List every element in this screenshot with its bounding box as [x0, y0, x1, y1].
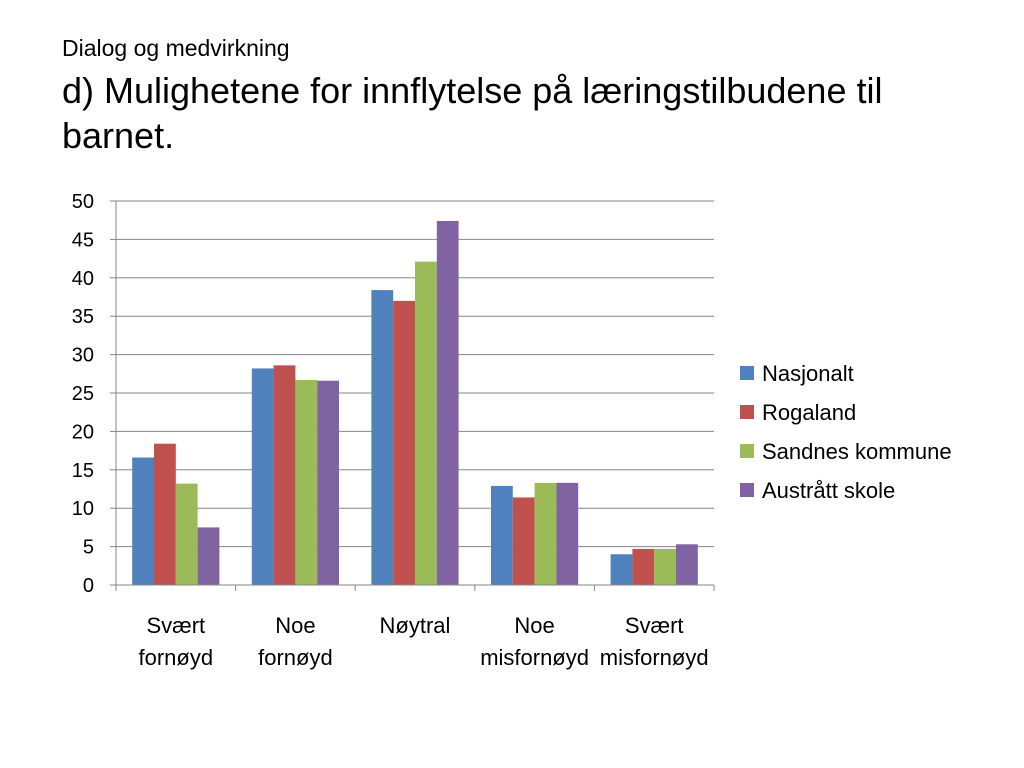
legend-label: Sandnes kommune	[762, 439, 952, 464]
y-tick-label: 0	[83, 575, 94, 597]
x-category-label: Nøytral	[380, 613, 451, 638]
bar	[676, 544, 698, 585]
x-category-label: Svært	[625, 613, 684, 638]
bar	[436, 220, 459, 585]
bar	[534, 482, 557, 585]
x-category-label: Noe	[514, 613, 554, 638]
y-tick-label: 20	[72, 421, 94, 443]
bar	[415, 261, 437, 585]
bar	[491, 485, 513, 585]
bar	[132, 457, 154, 585]
bar	[512, 497, 535, 585]
y-tick-label: 10	[72, 498, 94, 520]
legend-label: Rogaland	[762, 400, 856, 425]
legend-label: Nasjonalt	[762, 361, 854, 386]
bar	[393, 300, 415, 585]
legend-label: Austrått skole	[762, 478, 895, 503]
y-tick-label: 50	[72, 191, 94, 213]
y-tick-label: 25	[72, 383, 94, 405]
y-tick-label: 5	[83, 537, 94, 559]
bar	[556, 482, 579, 585]
bar	[610, 554, 633, 585]
bar	[175, 483, 198, 585]
x-category-label: misfornøyd	[600, 645, 709, 670]
axes: 0 5 10 15 20 25 30 35 40 45 50 Svært fornøyd Noe fornø…	[72, 191, 715, 670]
bar	[251, 368, 274, 585]
page-title: d) Mulighetene for innflytelse på læring…	[62, 70, 883, 156]
x-category-label: fornøyd	[258, 645, 333, 670]
legend-swatch	[740, 366, 754, 380]
legend-swatch	[740, 483, 754, 497]
bar	[273, 365, 296, 585]
bar	[154, 443, 176, 585]
bars	[132, 220, 698, 585]
legend-swatch	[740, 405, 754, 419]
x-category-label: misfornøyd	[480, 645, 589, 670]
y-tick-label: 35	[72, 306, 94, 328]
page-subtitle: Dialog og medvirkning	[62, 35, 290, 61]
bar	[371, 290, 394, 585]
bar	[317, 380, 339, 585]
x-category-label: Noe	[275, 613, 315, 638]
y-tick-label: 45	[72, 229, 94, 251]
bar	[197, 527, 220, 585]
x-category-label: fornøyd	[139, 645, 214, 670]
y-tick-label: 30	[72, 345, 94, 367]
legend-swatch	[740, 444, 754, 458]
bar	[295, 379, 318, 585]
bar	[654, 548, 676, 585]
y-tick-label: 40	[72, 268, 94, 290]
x-category-label: Svært	[146, 613, 205, 638]
bar	[632, 548, 655, 585]
y-tick-label: 15	[72, 460, 94, 482]
legend: Nasjonalt Rogaland Sandnes kommune Austrått…	[740, 361, 952, 503]
